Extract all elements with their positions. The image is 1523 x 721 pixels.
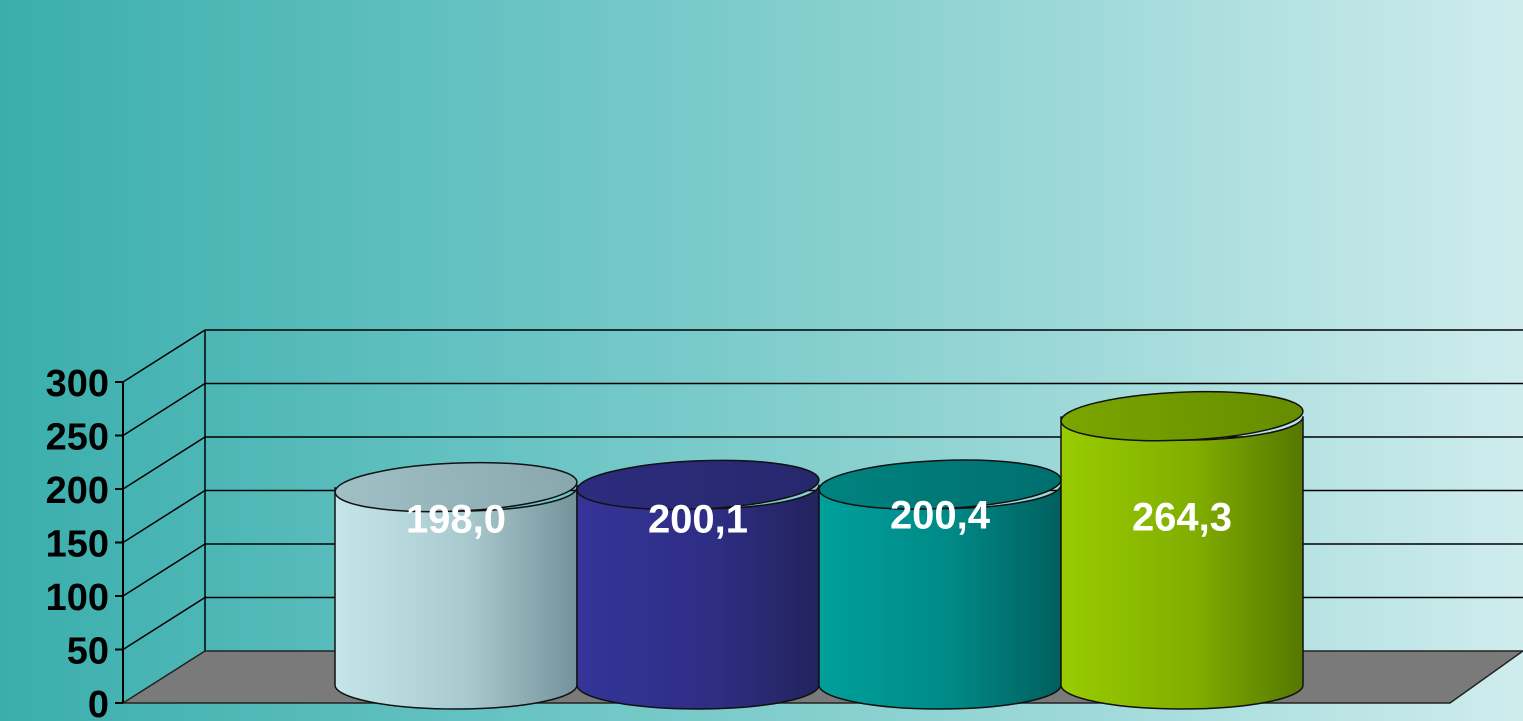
y-tick-label: 100 [46, 577, 109, 619]
y-tick-label: 50 [67, 631, 109, 673]
side-wall-gridline [122, 489, 206, 544]
y-tick-label: 150 [46, 524, 109, 566]
bar-top [1060, 390, 1304, 442]
y-tick-labels: 0 50 100 150 200 250 300 [46, 363, 109, 721]
side-wall-gridline [122, 436, 206, 490]
bars [334, 390, 1304, 710]
y-tick-label: 200 [46, 470, 109, 512]
y-axis [115, 381, 124, 704]
data-label: 200,4 [890, 494, 991, 538]
bar-3 [818, 459, 1062, 710]
data-labels: 198,0 200,1 200,4 264,3 [406, 494, 1232, 542]
bar-2 [576, 459, 820, 710]
y-tick-label: 0 [88, 684, 109, 721]
data-label: 198,0 [406, 498, 506, 542]
data-label: 200,1 [648, 498, 748, 542]
bar-top [334, 461, 578, 513]
y-tick-label: 300 [46, 363, 109, 405]
bar-4 [1060, 390, 1304, 710]
bar-1 [334, 461, 578, 710]
bar-top [576, 459, 820, 511]
side-wall-gridline [122, 596, 206, 651]
y-tick-label: 250 [46, 417, 109, 459]
bar-body [1060, 416, 1304, 710]
side-wall-gridline [122, 382, 206, 437]
side-wall-gridline [122, 329, 206, 383]
side-wall-gridline [122, 543, 206, 597]
data-label: 264,3 [1132, 496, 1232, 540]
